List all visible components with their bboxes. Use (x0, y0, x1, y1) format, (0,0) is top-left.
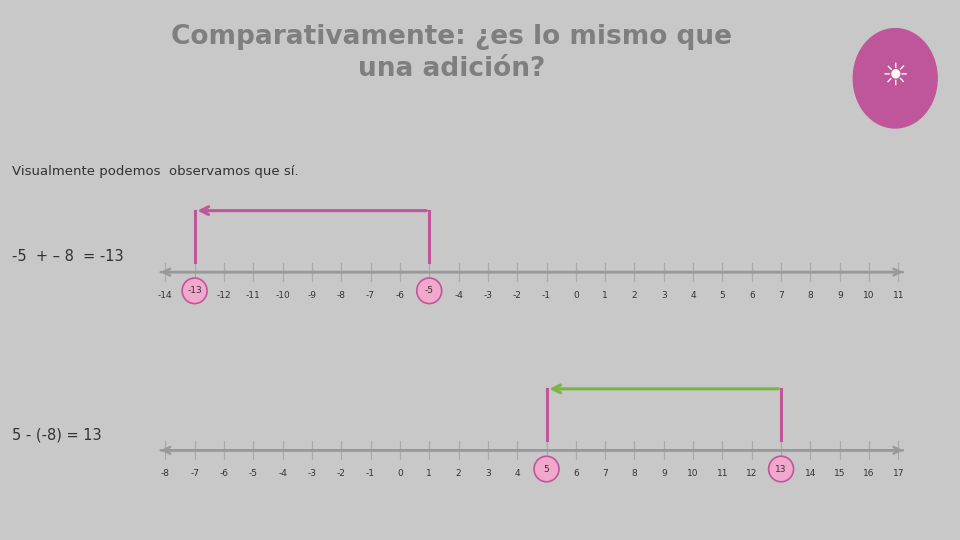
Text: 2: 2 (456, 469, 462, 478)
Text: 7: 7 (602, 469, 608, 478)
Text: 0: 0 (397, 469, 403, 478)
Text: 12: 12 (746, 469, 757, 478)
Text: 5: 5 (720, 291, 726, 300)
Text: -13: -13 (187, 286, 202, 295)
Text: -2: -2 (513, 291, 521, 300)
Text: -5  + – 8  = -13: -5 + – 8 = -13 (12, 249, 123, 264)
Text: 5: 5 (543, 464, 549, 474)
Text: -9: -9 (307, 291, 317, 300)
Text: -1: -1 (366, 469, 375, 478)
Text: -7: -7 (366, 291, 375, 300)
Text: -5: -5 (424, 291, 434, 300)
Text: 11: 11 (893, 291, 904, 300)
Text: -7: -7 (190, 469, 199, 478)
Text: 10: 10 (687, 469, 699, 478)
Text: 6: 6 (749, 291, 755, 300)
Text: -6: -6 (396, 291, 404, 300)
Text: -12: -12 (217, 291, 231, 300)
Ellipse shape (417, 278, 442, 303)
Text: 9: 9 (837, 291, 843, 300)
Text: 8: 8 (807, 291, 813, 300)
Text: 1: 1 (602, 291, 608, 300)
Text: -3: -3 (307, 469, 317, 478)
Text: 9: 9 (660, 469, 666, 478)
Text: 0: 0 (573, 291, 579, 300)
Text: -5: -5 (424, 286, 434, 295)
Text: 13: 13 (776, 469, 787, 478)
Text: -2: -2 (337, 469, 346, 478)
Text: 10: 10 (863, 291, 875, 300)
Text: -10: -10 (276, 291, 290, 300)
Text: Visualmente podemos  observamos que sí.: Visualmente podemos observamos que sí. (12, 165, 300, 178)
Text: 5 - (-8) = 13: 5 - (-8) = 13 (12, 427, 101, 442)
Text: 4: 4 (515, 469, 520, 478)
Text: 4: 4 (690, 291, 696, 300)
Text: -4: -4 (454, 291, 463, 300)
Text: ☀: ☀ (881, 62, 909, 91)
Text: 1: 1 (426, 469, 432, 478)
Text: -1: -1 (542, 291, 551, 300)
Text: 8: 8 (632, 469, 637, 478)
Ellipse shape (182, 278, 207, 303)
Ellipse shape (534, 456, 559, 482)
Text: -3: -3 (483, 291, 492, 300)
Text: 3: 3 (660, 291, 666, 300)
Text: 6: 6 (573, 469, 579, 478)
Text: 17: 17 (893, 469, 904, 478)
Text: 16: 16 (863, 469, 875, 478)
Text: -8: -8 (160, 469, 170, 478)
Text: 7: 7 (779, 291, 784, 300)
Text: 11: 11 (717, 469, 729, 478)
Text: -14: -14 (158, 291, 173, 300)
Text: -13: -13 (187, 291, 202, 300)
Text: -11: -11 (246, 291, 260, 300)
Text: 15: 15 (834, 469, 846, 478)
Text: 5: 5 (543, 469, 549, 478)
Text: 14: 14 (804, 469, 816, 478)
Text: -8: -8 (337, 291, 346, 300)
Text: 3: 3 (485, 469, 491, 478)
Text: 13: 13 (776, 464, 787, 474)
Circle shape (853, 29, 937, 128)
Text: Comparativamente: ¿es lo mismo que
una adición?: Comparativamente: ¿es lo mismo que una a… (171, 24, 732, 82)
Text: 2: 2 (632, 291, 637, 300)
Text: -4: -4 (278, 469, 287, 478)
Text: -6: -6 (220, 469, 228, 478)
Ellipse shape (769, 456, 794, 482)
Text: -5: -5 (249, 469, 257, 478)
